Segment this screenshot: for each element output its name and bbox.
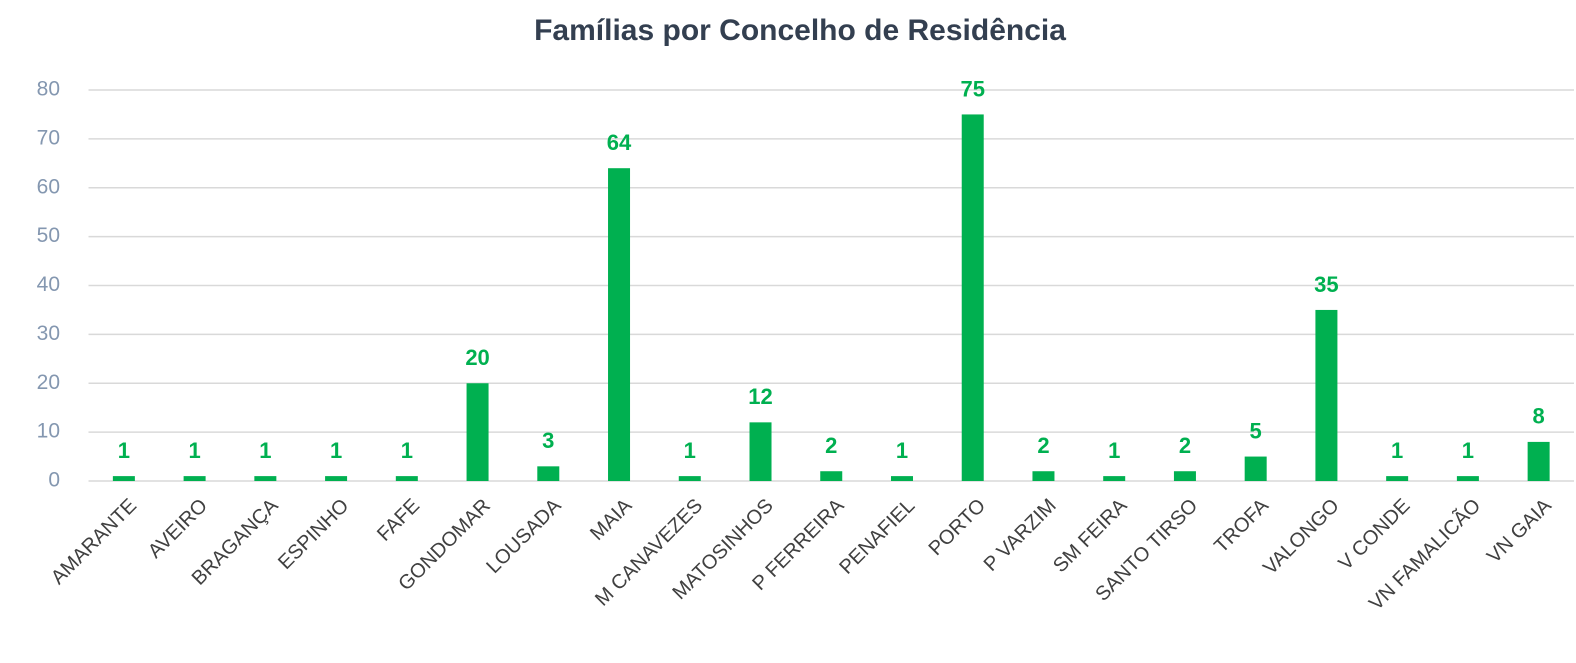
y-tick-label: 20 [37,371,60,394]
bar [1456,476,1479,481]
data-label: 5 [1250,418,1262,443]
x-tick-label: P VARZIM [980,495,1061,576]
x-tick-label: VN GAIA [1483,494,1556,567]
bar [1244,456,1267,481]
bar [183,476,206,481]
data-label: 1 [1108,438,1120,463]
x-tick-label: ESPINHO [274,495,353,574]
y-tick-label: 40 [37,273,60,296]
bar [112,476,135,481]
bar [254,476,277,481]
x-tick-label: FAFE [373,495,424,546]
y-tick-label: 50 [37,224,60,247]
y-tick-label: 60 [37,175,60,198]
data-label: 2 [1179,433,1191,458]
bar [820,471,843,481]
bar [466,383,489,481]
bar [890,476,913,481]
bar [961,114,984,481]
data-label: 1 [188,438,200,463]
data-label: 1 [330,438,342,463]
data-label: 75 [960,76,984,101]
bar [678,476,701,481]
bar [325,476,348,481]
bar [395,476,418,481]
data-label: 1 [401,438,413,463]
x-tick-label: PENAFIEL [835,495,919,579]
bar [1173,471,1196,481]
data-label: 35 [1314,272,1338,297]
data-label: 20 [465,345,489,370]
x-tick-label: LOUSADA [482,494,566,578]
y-tick-label: 30 [37,322,60,345]
y-tick-label: 10 [37,420,60,443]
y-tick-label: 70 [37,126,60,149]
bar [608,168,631,481]
bar [1386,476,1409,481]
x-tick-label: VALONGO [1259,495,1343,579]
data-label: 8 [1533,404,1545,429]
data-label: 2 [825,433,837,458]
data-label: 1 [896,438,908,463]
chart-title: Famílias por Concelho de Residência [534,14,1066,47]
bar [537,466,560,481]
x-tick-label: TROFA [1210,494,1273,557]
data-label: 2 [1037,433,1049,458]
y-tick-label: 0 [48,469,60,492]
bar [1315,309,1338,481]
bar [1527,441,1550,481]
x-tick-label: MAIA [586,494,637,545]
bar [1032,471,1055,481]
data-label: 1 [1462,438,1474,463]
data-label: 1 [684,438,696,463]
x-tick-label: AMARANTE [47,495,141,589]
x-tick-label: AVEIRO [144,495,212,563]
bar [1103,476,1126,481]
bar [749,422,772,481]
data-label: 1 [259,438,271,463]
data-label: 3 [542,428,554,453]
data-label: 1 [1391,438,1403,463]
data-label: 64 [607,130,632,155]
data-label: 1 [118,438,130,463]
y-tick-label: 80 [37,78,60,101]
x-tick-label: PORTO [925,495,990,560]
data-label: 12 [748,384,772,409]
